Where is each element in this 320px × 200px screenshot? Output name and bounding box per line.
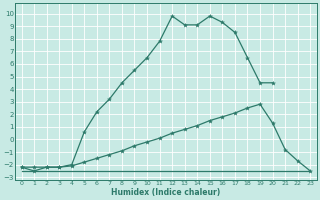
X-axis label: Humidex (Indice chaleur): Humidex (Indice chaleur) <box>111 188 220 197</box>
